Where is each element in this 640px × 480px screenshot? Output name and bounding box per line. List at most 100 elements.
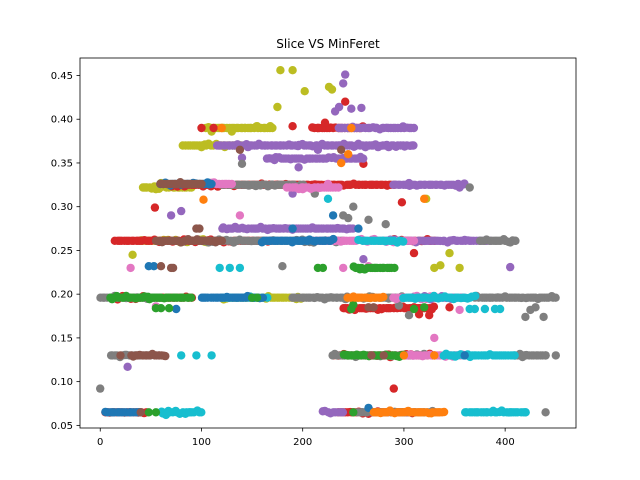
data-point xyxy=(341,97,350,106)
data-point xyxy=(349,202,358,211)
data-point xyxy=(359,154,368,163)
y-axis: 0.05 0.10 0.15 0.20 0.25 0.30 0.35 0.40 0.45 xyxy=(51,71,80,432)
data-point xyxy=(192,351,201,360)
data-point xyxy=(149,262,159,271)
data-point xyxy=(465,304,474,314)
data-point xyxy=(460,235,469,245)
data-point xyxy=(541,351,550,360)
data-point xyxy=(154,351,164,360)
data-point xyxy=(177,206,186,216)
data-point xyxy=(541,408,550,417)
data-point xyxy=(209,123,218,133)
x-tick-label: 0 xyxy=(97,437,103,448)
data-point xyxy=(347,104,356,113)
data-point xyxy=(318,263,328,273)
data-point xyxy=(240,123,250,133)
data-point xyxy=(460,351,469,360)
data-point xyxy=(379,351,388,360)
y-tick-label: 0.45 xyxy=(51,71,73,82)
data-point xyxy=(344,351,353,360)
data-point xyxy=(276,66,285,75)
data-point xyxy=(217,123,226,133)
plot-area xyxy=(79,57,577,429)
data-point xyxy=(215,263,224,273)
data-point xyxy=(480,304,490,314)
data-point xyxy=(334,183,343,192)
data-point xyxy=(96,384,105,393)
data-point xyxy=(374,408,383,417)
data-point xyxy=(339,211,348,220)
data-point xyxy=(409,304,419,314)
data-point xyxy=(420,303,429,312)
data-point xyxy=(455,263,464,273)
data-point xyxy=(455,305,464,315)
data-point xyxy=(500,236,510,245)
data-point xyxy=(339,79,348,88)
series-orange xyxy=(199,123,449,418)
points-layer xyxy=(96,66,560,420)
data-point xyxy=(354,235,363,245)
data-point xyxy=(371,263,380,273)
data-point xyxy=(141,183,150,192)
x-tick-label: 100 xyxy=(192,437,211,448)
data-point xyxy=(551,351,560,360)
data-point xyxy=(288,224,297,233)
data-point xyxy=(266,122,275,131)
data-point xyxy=(207,351,216,360)
data-point xyxy=(161,410,171,420)
data-point xyxy=(445,303,454,312)
data-point xyxy=(338,408,348,417)
data-point xyxy=(126,263,135,273)
data-point xyxy=(495,304,505,314)
data-point xyxy=(390,263,399,273)
data-point xyxy=(235,211,245,220)
data-point xyxy=(150,203,160,212)
data-point xyxy=(337,145,346,154)
data-point xyxy=(161,351,170,361)
data-point xyxy=(273,102,282,112)
y-tick-label: 0.15 xyxy=(51,333,73,344)
series-green xyxy=(106,262,429,417)
data-point xyxy=(409,236,419,245)
data-point xyxy=(425,311,434,320)
data-point xyxy=(298,185,307,194)
data-point xyxy=(185,408,194,417)
data-point xyxy=(521,351,530,360)
data-point xyxy=(329,234,338,244)
data-point xyxy=(349,408,358,417)
plot-frame xyxy=(79,57,577,429)
data-point xyxy=(323,179,333,189)
data-point xyxy=(187,293,196,302)
data-point xyxy=(270,155,279,164)
data-point xyxy=(116,351,125,360)
data-point xyxy=(164,304,174,313)
data-point xyxy=(144,408,153,417)
data-point xyxy=(521,312,530,322)
data-point xyxy=(288,66,297,75)
data-point xyxy=(177,351,186,360)
data-point xyxy=(465,183,474,192)
y-tick-label: 0.10 xyxy=(51,377,73,388)
data-point xyxy=(207,179,216,189)
y-tick-label: 0.35 xyxy=(51,158,73,169)
data-point xyxy=(506,408,515,417)
data-point xyxy=(300,87,309,96)
data-point xyxy=(364,215,373,224)
data-point xyxy=(227,127,236,136)
data-point xyxy=(168,263,178,273)
data-point xyxy=(404,178,414,188)
data-point xyxy=(344,150,353,159)
data-point xyxy=(136,408,145,417)
data-point xyxy=(252,122,262,131)
data-point xyxy=(258,293,268,302)
data-point xyxy=(445,248,454,258)
chart-title: Slice VS MinFeret xyxy=(276,37,380,51)
data-point xyxy=(327,85,337,94)
data-point xyxy=(278,262,287,271)
x-tick-label: 400 xyxy=(496,437,515,448)
data-point xyxy=(354,224,363,233)
data-point xyxy=(420,194,429,203)
data-point xyxy=(367,351,376,360)
data-point xyxy=(235,263,245,273)
